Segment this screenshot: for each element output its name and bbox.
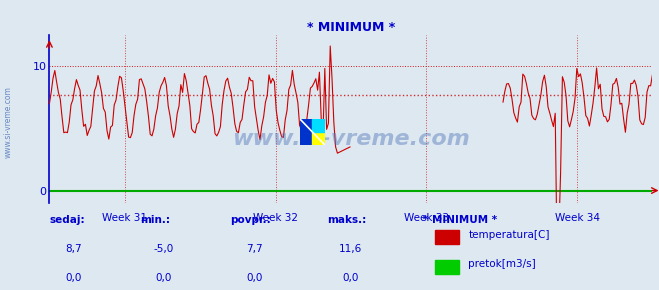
Text: Week 32: Week 32 bbox=[253, 213, 298, 223]
Bar bbox=[312, 119, 325, 132]
FancyBboxPatch shape bbox=[436, 230, 459, 244]
Text: povpr.:: povpr.: bbox=[231, 215, 271, 225]
Text: temperatura[C]: temperatura[C] bbox=[469, 230, 550, 240]
Text: www.si-vreme.com: www.si-vreme.com bbox=[4, 86, 13, 158]
Text: 11,6: 11,6 bbox=[339, 244, 362, 254]
FancyBboxPatch shape bbox=[436, 260, 459, 274]
Text: * MINIMUM *: * MINIMUM * bbox=[423, 215, 498, 225]
Text: min.:: min.: bbox=[140, 215, 170, 225]
Title: * MINIMUM *: * MINIMUM * bbox=[307, 21, 395, 34]
Text: 0,0: 0,0 bbox=[343, 273, 359, 283]
Text: 0,0: 0,0 bbox=[156, 273, 172, 283]
Text: Week 34: Week 34 bbox=[554, 213, 600, 223]
Text: 0,0: 0,0 bbox=[65, 273, 82, 283]
Text: pretok[m3/s]: pretok[m3/s] bbox=[469, 259, 536, 269]
Text: Week 33: Week 33 bbox=[404, 213, 449, 223]
Text: maks.:: maks.: bbox=[327, 215, 366, 225]
Bar bbox=[300, 119, 312, 145]
Text: sedaj:: sedaj: bbox=[49, 215, 85, 225]
Text: 7,7: 7,7 bbox=[246, 244, 263, 254]
Text: -5,0: -5,0 bbox=[154, 244, 174, 254]
Bar bbox=[312, 132, 325, 145]
Text: Week 31: Week 31 bbox=[102, 213, 148, 223]
Text: www.si-vreme.com: www.si-vreme.com bbox=[232, 129, 470, 149]
Text: 8,7: 8,7 bbox=[65, 244, 82, 254]
Text: 0,0: 0,0 bbox=[246, 273, 263, 283]
